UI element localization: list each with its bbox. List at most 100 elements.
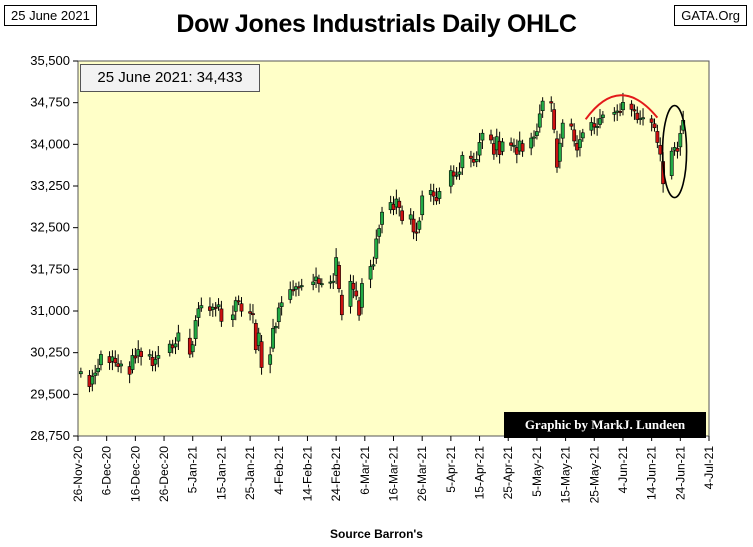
candle-body	[357, 300, 361, 316]
candle-body	[595, 126, 600, 128]
candle-body	[460, 155, 465, 169]
candle-body	[655, 131, 660, 143]
candle-body	[414, 231, 419, 234]
y-tick-label: 34,000	[30, 136, 70, 151]
candle-body	[276, 307, 281, 323]
y-tick-label: 30,250	[30, 345, 70, 360]
axes: 28,750 29,500 30,250 31,000 31,750 32,500 33,2…	[30, 53, 716, 503]
credit-box: Graphic by MarkJ. Lundeen	[504, 412, 706, 438]
highlight-ellipse	[661, 104, 688, 199]
candle-body	[454, 174, 459, 177]
x-tick-label: 16-Dec-20	[128, 446, 142, 502]
candle-body	[629, 103, 634, 110]
candle-body	[259, 341, 264, 368]
candle-body	[480, 132, 485, 141]
candle-body	[354, 290, 359, 297]
candles	[78, 92, 686, 393]
candle-body	[374, 238, 379, 259]
x-tick-label: 15-Jan-21	[214, 446, 228, 500]
candle-body	[351, 282, 356, 290]
candle-body	[380, 211, 384, 225]
candle-body	[119, 363, 123, 367]
candle-body	[529, 137, 534, 149]
candle-body	[99, 354, 103, 366]
candle-body	[420, 195, 425, 216]
candle-body	[451, 171, 456, 177]
candle-body	[291, 289, 296, 292]
candle-body	[190, 344, 195, 353]
candle-body	[360, 283, 364, 308]
candle-body	[618, 111, 622, 113]
candle-body	[173, 343, 178, 348]
y-tick-label: 31,000	[30, 303, 70, 318]
candle-body	[431, 191, 436, 197]
x-tick-label: 5-Apr-21	[444, 446, 458, 493]
date-tag: 25 June 2021	[4, 5, 97, 26]
candle-body	[256, 332, 261, 346]
candle-body	[598, 118, 602, 125]
candle-body	[274, 326, 278, 329]
latest-value-box: 25 June 2021: 34,433	[80, 64, 260, 92]
candle-body	[658, 145, 663, 155]
x-tick-label: 24-Feb-21	[329, 446, 343, 502]
candle-body	[500, 141, 505, 152]
x-tick-label: 14-Jun-21	[645, 446, 659, 500]
candle-body	[569, 123, 574, 127]
candle-body	[678, 133, 683, 148]
candle-body	[557, 142, 562, 162]
y-tick-label: 32,500	[30, 220, 70, 235]
candle-body	[147, 354, 152, 357]
candle-body	[397, 200, 402, 208]
x-tick-label: 4-Jun-21	[616, 446, 630, 494]
candle-body	[474, 159, 479, 162]
x-tick-label: 15-May-21	[559, 446, 573, 504]
x-tick-label: 15-Apr-21	[473, 446, 487, 500]
y-tick-label: 35,500	[30, 53, 70, 68]
candle-body	[130, 355, 135, 370]
y-tick-label: 29,500	[30, 386, 70, 401]
candle-body	[239, 303, 244, 312]
x-tick-label: 16-Mar-21	[387, 446, 401, 502]
source-tag: GATA.Org	[674, 5, 747, 26]
x-tick-label: 24-Jun-21	[673, 446, 687, 500]
candle-body	[489, 134, 493, 141]
y-tick-label: 28,750	[30, 428, 70, 443]
candle-body	[520, 143, 525, 152]
candle-body	[635, 112, 640, 120]
x-tick-label: 4-Feb-21	[272, 446, 286, 495]
candle-body	[368, 266, 373, 280]
candle-body	[641, 117, 645, 120]
candle-body	[193, 320, 198, 340]
candle-body	[311, 281, 316, 285]
candle-body	[113, 358, 118, 364]
candle-body	[156, 355, 161, 359]
candle-body	[153, 359, 158, 365]
candle-body	[560, 122, 565, 139]
candle-body	[331, 280, 336, 283]
x-tick-label: 14-Feb-21	[300, 446, 314, 502]
candle-body	[572, 129, 577, 142]
plot-area	[77, 60, 710, 437]
candle-body	[448, 170, 453, 187]
candle-body	[509, 142, 513, 146]
candle-body	[512, 144, 516, 147]
candle-body	[213, 307, 218, 309]
candle-body	[199, 305, 204, 309]
candle-body	[127, 366, 132, 375]
y-tick-label: 33,250	[30, 178, 70, 193]
candle-body	[469, 155, 473, 159]
candle-body	[299, 285, 304, 288]
candle-body	[219, 308, 224, 322]
candle-body	[377, 228, 382, 237]
candle-body	[296, 286, 301, 289]
candle-body	[549, 101, 554, 104]
candle-body	[339, 294, 344, 316]
candle-body	[176, 332, 181, 342]
candle-body	[230, 314, 235, 321]
candle-body	[271, 328, 275, 349]
candle-body	[236, 300, 241, 303]
candle-body	[437, 191, 442, 199]
candle-body	[532, 136, 536, 139]
candle-body	[669, 150, 674, 176]
